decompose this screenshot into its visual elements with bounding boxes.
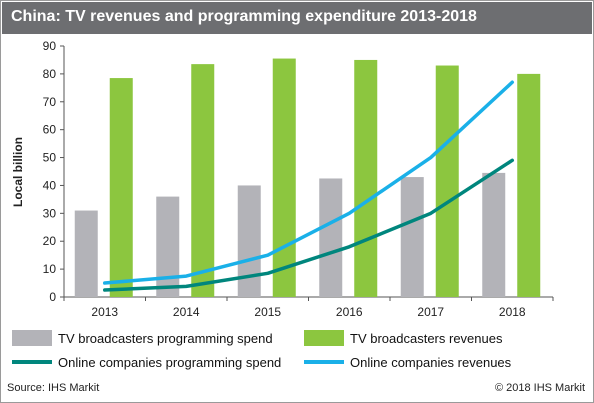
title-bar: China: TV revenues and programming expen… xyxy=(2,2,592,34)
y-tick-label: 80 xyxy=(43,67,57,81)
y-tick-label: 20 xyxy=(43,234,57,248)
bar-tv-programming-spend xyxy=(319,178,343,297)
y-tick-label: 0 xyxy=(49,290,56,304)
legend-swatch xyxy=(12,330,52,346)
x-tick-label: 2014 xyxy=(173,305,200,319)
legend-tv-revenues: TV broadcasters revenues xyxy=(304,330,503,346)
legend-swatch xyxy=(304,330,344,346)
y-tick-label: 60 xyxy=(43,123,57,137)
x-tick-label: 2016 xyxy=(336,305,363,319)
legend-tv-programming-spend: TV broadcasters programming spend xyxy=(12,330,273,346)
y-tick-label: 50 xyxy=(43,151,57,165)
bar-tv-programming-spend xyxy=(482,172,506,297)
x-tick-label: 2017 xyxy=(417,305,444,319)
bar-tv-revenues xyxy=(354,59,378,297)
y-tick-label: 30 xyxy=(43,206,57,220)
y-tick-label: 40 xyxy=(43,178,57,192)
x-tick-label: 2018 xyxy=(499,305,526,319)
line-online-revenues xyxy=(103,80,514,285)
bar-tv-revenues xyxy=(191,64,215,297)
legend-label: TV broadcasters programming spend xyxy=(58,331,273,346)
x-tick-label: 2013 xyxy=(91,305,118,319)
source-note: Source: IHS Markit xyxy=(7,382,100,394)
bar-tv-revenues xyxy=(109,78,133,297)
y-tick-label: 70 xyxy=(43,95,57,109)
bar-tv-programming-spend xyxy=(74,210,98,297)
x-tick-label: 2015 xyxy=(254,305,281,319)
legend-online-programming-spend: Online companies programming spend xyxy=(12,355,281,370)
y-tick-label: 90 xyxy=(43,39,57,53)
y-tick-label: 10 xyxy=(43,262,57,276)
bar-tv-revenues xyxy=(517,73,541,297)
y-axis-label: Local billion xyxy=(11,137,25,207)
bar-tv-revenues xyxy=(272,58,296,297)
bar-tv-programming-spend xyxy=(400,177,424,297)
legend-online-revenues: Online companies revenues xyxy=(304,355,512,370)
legend-label: Online companies programming spend xyxy=(58,355,281,370)
chart-title: China: TV revenues and programming expen… xyxy=(11,8,477,25)
legend-label: TV broadcasters revenues xyxy=(350,331,503,346)
line-online-programming-spend xyxy=(103,158,514,292)
bar-tv-programming-spend xyxy=(237,185,261,297)
bar-tv-programming-spend xyxy=(156,196,180,297)
legend-label: Online companies revenues xyxy=(350,355,512,370)
bar-tv-revenues xyxy=(435,65,459,298)
copyright-note: © 2018 IHS Markit xyxy=(494,382,585,394)
